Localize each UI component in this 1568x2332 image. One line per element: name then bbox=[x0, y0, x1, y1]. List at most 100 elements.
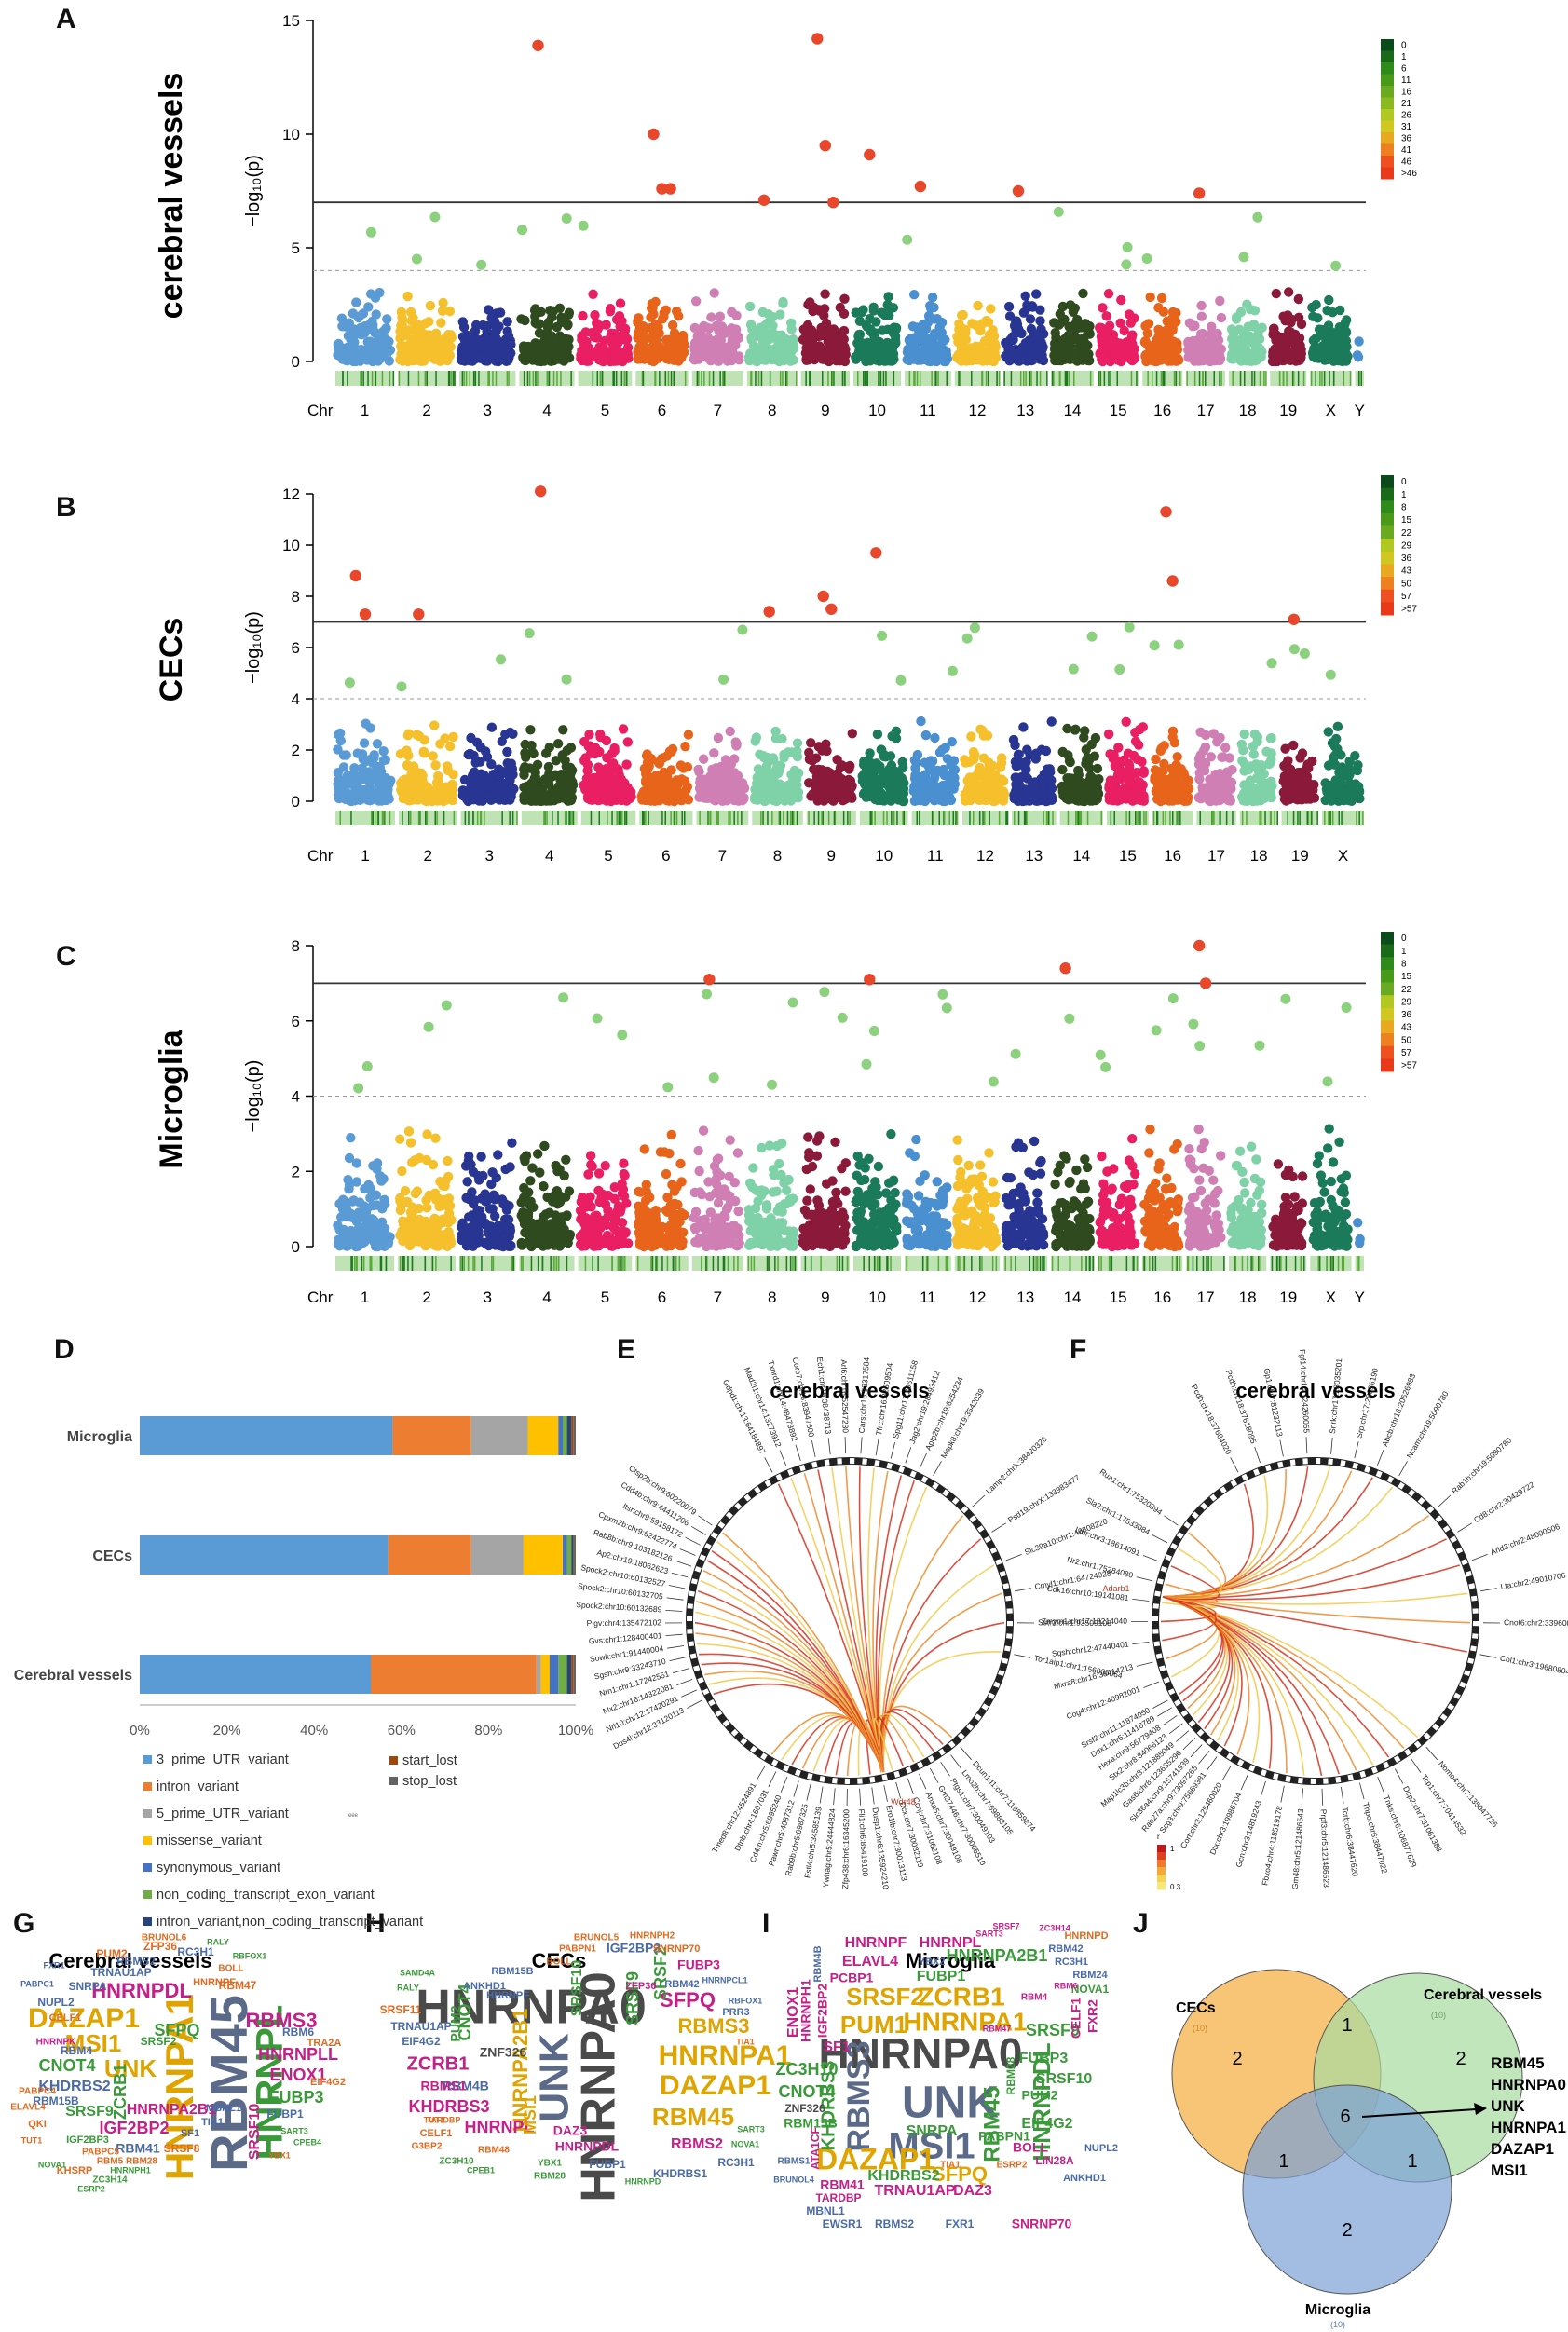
snp-point bbox=[402, 730, 414, 741]
snp-point bbox=[964, 781, 975, 791]
snp-point bbox=[1248, 786, 1258, 797]
snp-point bbox=[622, 342, 634, 353]
density-tick bbox=[985, 371, 988, 386]
snp-point bbox=[923, 761, 934, 771]
density-tick bbox=[552, 371, 555, 386]
snp-point bbox=[1041, 745, 1052, 757]
suggestive-point bbox=[412, 253, 422, 265]
suggestive-point bbox=[1086, 631, 1098, 642]
snp-point bbox=[416, 351, 427, 361]
snp-point bbox=[1101, 311, 1111, 321]
snp-point bbox=[966, 731, 976, 742]
density-tick bbox=[461, 371, 464, 386]
density-tick bbox=[566, 811, 567, 825]
y-tick-label: 12 bbox=[282, 485, 300, 503]
snp-point bbox=[1197, 783, 1207, 793]
snp-point bbox=[1303, 789, 1314, 799]
density-tick bbox=[480, 811, 483, 825]
snp-point bbox=[706, 312, 716, 322]
snp-point bbox=[554, 354, 565, 364]
snp-point bbox=[865, 781, 875, 791]
snp-point bbox=[961, 324, 971, 335]
snp-point bbox=[890, 786, 900, 797]
suggestive-point bbox=[1299, 648, 1310, 659]
snp-point bbox=[1010, 757, 1021, 767]
snp-point bbox=[809, 764, 819, 774]
density-tick bbox=[1283, 371, 1285, 386]
density-tick bbox=[450, 371, 452, 386]
snp-point bbox=[874, 356, 885, 366]
density-tick bbox=[1103, 371, 1106, 386]
density-tick bbox=[1259, 371, 1261, 386]
snp-point bbox=[552, 321, 562, 333]
snp-point bbox=[439, 334, 449, 345]
legend-swatch bbox=[1381, 62, 1394, 75]
snp-point bbox=[1280, 762, 1291, 773]
snp-point bbox=[1293, 312, 1304, 322]
snp-point bbox=[502, 317, 512, 327]
density-tick bbox=[741, 811, 743, 825]
snp-point bbox=[1354, 336, 1364, 347]
density-tick bbox=[723, 371, 726, 386]
density-tick bbox=[508, 371, 510, 386]
snp-point bbox=[757, 340, 768, 350]
snp-point bbox=[519, 355, 530, 365]
density-tick bbox=[528, 371, 531, 386]
density-tick bbox=[543, 811, 545, 825]
density-tick bbox=[934, 371, 936, 386]
density-tick bbox=[708, 811, 710, 825]
suggestive-point bbox=[1122, 241, 1133, 252]
snp-point bbox=[1057, 781, 1068, 792]
snp-point bbox=[834, 355, 844, 366]
density-tick bbox=[760, 811, 762, 825]
density-tick bbox=[552, 811, 553, 825]
density-tick bbox=[737, 811, 739, 825]
snp-point bbox=[580, 327, 591, 337]
suggestive-point bbox=[1238, 252, 1249, 263]
legend-label: 31 bbox=[1401, 122, 1412, 132]
snp-point bbox=[646, 322, 656, 334]
density-tick bbox=[844, 371, 846, 386]
snp-point bbox=[1046, 784, 1057, 794]
density-tick bbox=[367, 371, 369, 386]
snp-point bbox=[745, 320, 757, 330]
snp-point bbox=[333, 768, 343, 778]
snp-point bbox=[581, 336, 592, 347]
snp-point bbox=[1242, 299, 1252, 309]
suggestive-point bbox=[429, 211, 441, 223]
snp-point bbox=[1018, 722, 1029, 732]
snp-point bbox=[1011, 325, 1021, 335]
snp-point bbox=[1201, 341, 1211, 351]
snp-point bbox=[1070, 725, 1081, 735]
snp-point bbox=[1008, 734, 1019, 745]
y-tick-label: 6 bbox=[292, 639, 300, 657]
density-tick bbox=[564, 811, 566, 825]
density-tick bbox=[339, 811, 341, 825]
snp-point bbox=[396, 320, 406, 331]
density-tick bbox=[389, 811, 391, 825]
snp-point bbox=[658, 314, 668, 324]
snp-point bbox=[639, 763, 650, 774]
suggestive-point bbox=[737, 624, 748, 635]
density-tick bbox=[548, 371, 550, 386]
density-tick bbox=[1089, 371, 1092, 386]
snp-point bbox=[446, 333, 457, 343]
snp-point bbox=[1248, 321, 1259, 332]
snp-point bbox=[334, 338, 344, 349]
legend-swatch bbox=[1381, 156, 1394, 168]
density-tick bbox=[786, 371, 788, 386]
density-tick bbox=[613, 371, 615, 386]
chr-tick-label: 4 bbox=[542, 402, 551, 419]
density-tick bbox=[1098, 371, 1101, 386]
snp-point bbox=[486, 330, 497, 340]
density-tick bbox=[1019, 371, 1022, 386]
density-tick bbox=[1164, 371, 1166, 386]
snp-point bbox=[1010, 772, 1021, 783]
density-tick bbox=[1292, 371, 1295, 386]
snp-point bbox=[532, 759, 543, 770]
snp-point bbox=[1198, 764, 1209, 775]
density-tick bbox=[908, 371, 911, 386]
snp-point bbox=[428, 341, 438, 351]
snp-point bbox=[763, 309, 773, 320]
